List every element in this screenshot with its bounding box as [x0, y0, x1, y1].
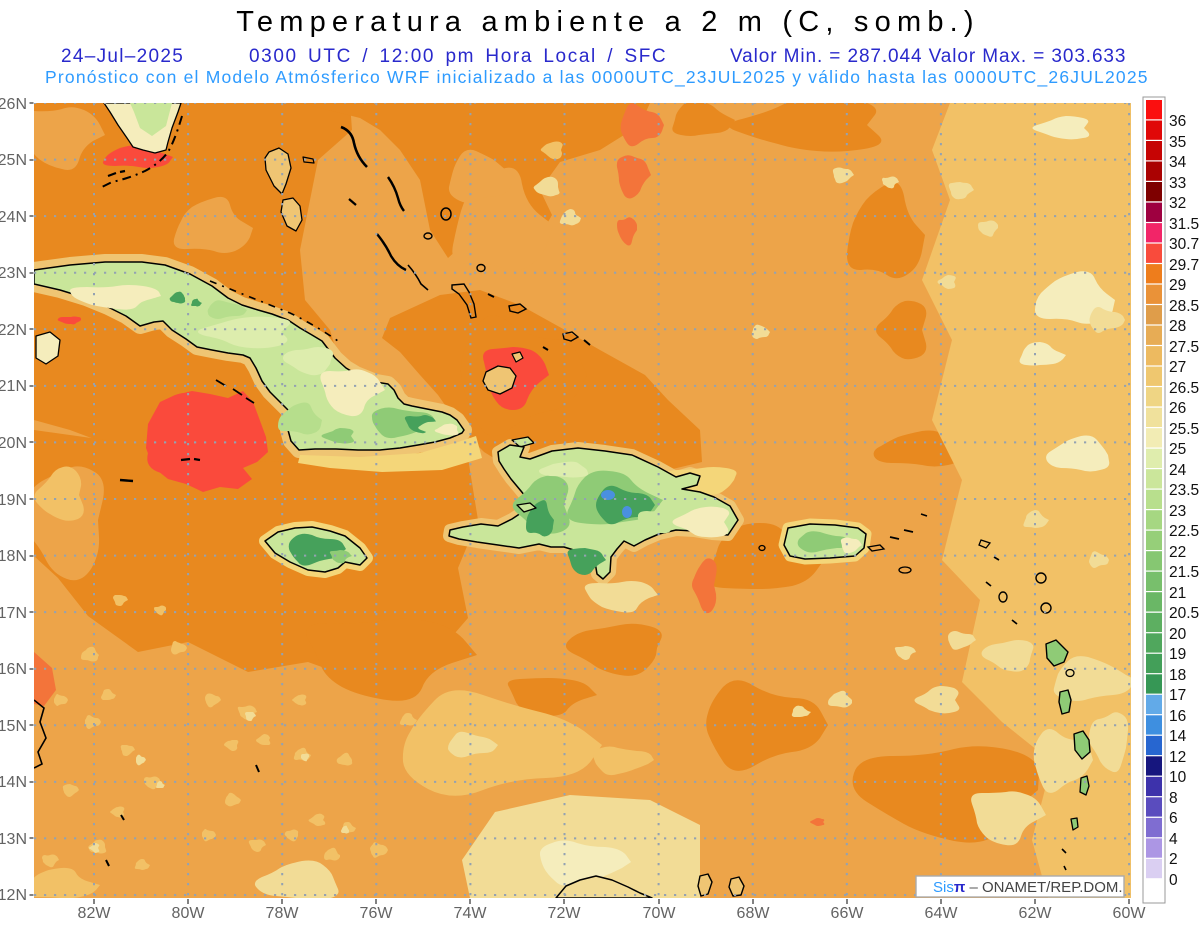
svg-text:25: 25 [1169, 441, 1186, 458]
svg-text:Temperatura ambiente a 2 m (C,: Temperatura ambiente a 2 m (C, somb.) [236, 6, 980, 38]
svg-text:10: 10 [1169, 769, 1187, 786]
svg-text:16: 16 [1169, 708, 1186, 725]
svg-text:0: 0 [1169, 872, 1178, 889]
svg-text:80W: 80W [172, 905, 206, 922]
svg-text:12N: 12N [0, 887, 27, 904]
svg-text:68W: 68W [737, 905, 771, 922]
svg-text:21N: 21N [0, 378, 27, 395]
svg-text:66W: 66W [831, 905, 865, 922]
svg-text:74W: 74W [454, 905, 488, 922]
svg-text:19: 19 [1169, 646, 1186, 663]
svg-text:24–Jul–2025: 24–Jul–2025 [61, 46, 184, 67]
svg-text:78W: 78W [266, 905, 300, 922]
svg-text:12: 12 [1169, 749, 1186, 766]
svg-text:Sisπ – ONAMET/REP.DOM.: Sisπ – ONAMET/REP.DOM. [933, 879, 1123, 896]
svg-text:4: 4 [1169, 831, 1178, 848]
svg-text:30.7: 30.7 [1169, 236, 1199, 253]
svg-text:70W: 70W [643, 905, 677, 922]
svg-text:18: 18 [1169, 667, 1186, 684]
svg-text:17: 17 [1169, 687, 1186, 704]
svg-text:14N: 14N [0, 774, 27, 791]
svg-text:20: 20 [1169, 626, 1187, 643]
svg-text:22.5: 22.5 [1169, 523, 1199, 540]
svg-text:23N: 23N [0, 265, 27, 282]
svg-text:28.5: 28.5 [1169, 298, 1199, 315]
svg-text:20N: 20N [0, 435, 27, 452]
svg-text:31.5: 31.5 [1169, 216, 1199, 233]
svg-text:34: 34 [1169, 154, 1187, 171]
svg-text:22N: 22N [0, 322, 27, 339]
svg-text:15N: 15N [0, 718, 27, 735]
svg-text:16N: 16N [0, 661, 27, 678]
svg-text:27: 27 [1169, 359, 1186, 376]
svg-text:23: 23 [1169, 503, 1186, 520]
svg-text:36: 36 [1169, 113, 1186, 130]
svg-text:27.5: 27.5 [1169, 339, 1199, 356]
svg-text:25.5: 25.5 [1169, 421, 1199, 438]
svg-text:6: 6 [1169, 810, 1178, 827]
svg-text:17N: 17N [0, 605, 27, 622]
svg-text:19N: 19N [0, 492, 27, 509]
svg-text:60W: 60W [1113, 905, 1147, 922]
svg-text:25N: 25N [0, 152, 27, 169]
svg-text:26.5: 26.5 [1169, 380, 1199, 397]
svg-text:24: 24 [1169, 462, 1187, 479]
svg-text:82W: 82W [78, 905, 112, 922]
svg-text:26N: 26N [0, 96, 27, 113]
svg-text:2: 2 [1169, 851, 1178, 868]
svg-text:21: 21 [1169, 585, 1186, 602]
svg-text:13N: 13N [0, 831, 27, 848]
svg-text:28: 28 [1169, 318, 1186, 335]
svg-text:8: 8 [1169, 790, 1178, 807]
svg-text:Valor Min. = 287.044 Valor Ma: Valor Min. = 287.044 Valor Max. = 303.63… [730, 46, 1126, 67]
svg-text:29: 29 [1169, 277, 1186, 294]
svg-text:14: 14 [1169, 728, 1187, 745]
svg-text:18N: 18N [0, 548, 27, 565]
svg-text:72W: 72W [548, 905, 582, 922]
svg-text:Pronóstico con el Modelo Atmós: Pronóstico con el Modelo Atmósferico WRF… [45, 67, 1149, 88]
svg-text:21.5: 21.5 [1169, 564, 1199, 581]
svg-text:24N: 24N [0, 209, 27, 226]
svg-text:32: 32 [1169, 195, 1186, 212]
svg-text:23.5: 23.5 [1169, 482, 1199, 499]
svg-text:62W: 62W [1019, 905, 1053, 922]
svg-text:29.7: 29.7 [1169, 257, 1199, 274]
svg-text:20.5: 20.5 [1169, 605, 1199, 622]
svg-text:64W: 64W [925, 905, 959, 922]
svg-text:26: 26 [1169, 400, 1186, 417]
svg-text:76W: 76W [360, 905, 394, 922]
svg-text:0300 UTC / 12:00 pm Hora Local: 0300 UTC / 12:00 pm Hora Local / SFC [249, 46, 667, 67]
svg-text:33: 33 [1169, 175, 1186, 192]
svg-text:35: 35 [1169, 134, 1186, 151]
svg-text:22: 22 [1169, 544, 1186, 561]
